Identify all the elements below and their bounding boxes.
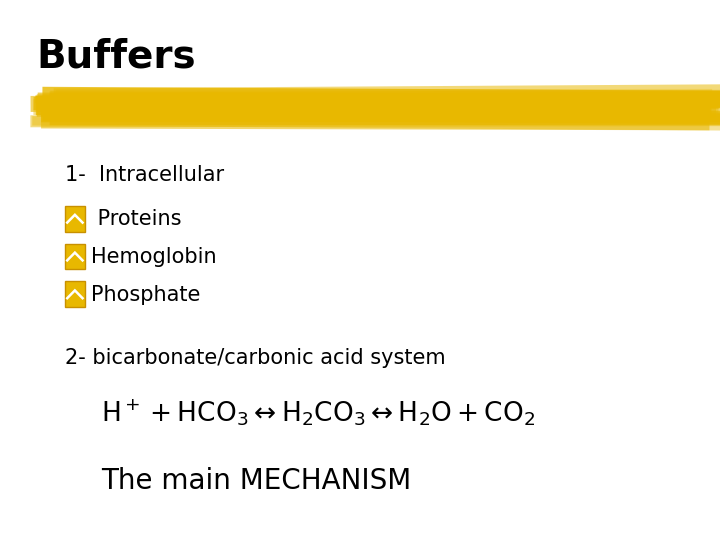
FancyBboxPatch shape: [65, 206, 85, 232]
Text: Phosphate: Phosphate: [91, 285, 200, 305]
Text: 1-  Intracellular: 1- Intracellular: [65, 165, 224, 185]
Text: Proteins: Proteins: [91, 209, 181, 229]
Text: Buffers: Buffers: [36, 38, 196, 76]
Text: Hemoglobin: Hemoglobin: [91, 247, 216, 267]
FancyBboxPatch shape: [65, 244, 85, 269]
Text: The main MECHANISM: The main MECHANISM: [101, 467, 411, 495]
Text: $\mathsf{H^+ + HCO_3 \leftrightarrow H_2CO_3 \leftrightarrow H_2O + CO_2}$: $\mathsf{H^+ + HCO_3 \leftrightarrow H_2…: [101, 397, 535, 428]
Text: 2- bicarbonate/carbonic acid system: 2- bicarbonate/carbonic acid system: [65, 348, 446, 368]
FancyBboxPatch shape: [65, 281, 85, 307]
